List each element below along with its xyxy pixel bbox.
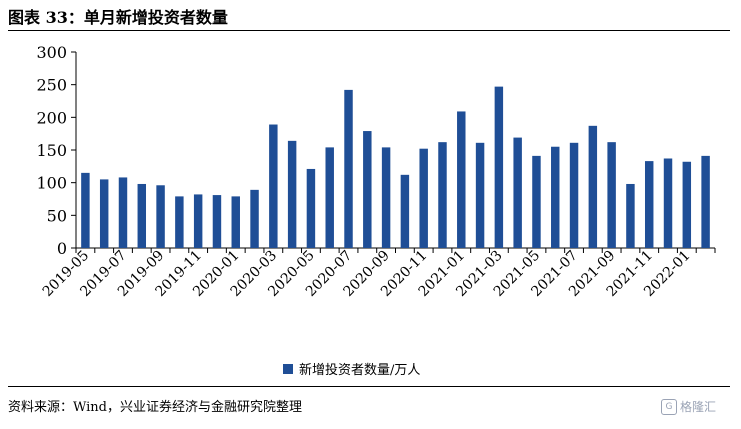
source-rule (8, 386, 730, 387)
bar-2021-06 (551, 146, 560, 248)
bar-2020-04 (287, 140, 297, 248)
bar-2022-02 (701, 155, 710, 248)
watermark: G 格隆汇 (661, 398, 716, 415)
y-tick-label: 100 (36, 174, 67, 193)
legend-swatch (283, 363, 293, 374)
bar-2020-06 (325, 147, 334, 248)
bar-2019-08 (137, 183, 147, 248)
bar-2019-10 (175, 196, 184, 248)
bar-2020-12 (438, 142, 447, 248)
bar-2021-09 (607, 142, 616, 248)
bar-2020-01 (231, 196, 240, 248)
bar-2020-07 (344, 89, 353, 248)
bar-2020-10 (400, 174, 410, 248)
bar-2021-12 (663, 158, 673, 248)
y-tick-label: 0 (57, 239, 67, 258)
watermark-text: 格隆汇 (680, 400, 717, 414)
bar-2020-08 (363, 131, 372, 248)
bar-2020-02 (250, 189, 259, 248)
bar-2019-06 (99, 179, 109, 248)
bar-2021-10 (626, 183, 635, 248)
y-tick-label: 150 (36, 141, 67, 160)
title-rule (8, 30, 730, 31)
y-tick-label: 50 (47, 206, 67, 225)
bar-2021-02 (475, 142, 485, 248)
bar-series (81, 86, 710, 248)
source-note: 资料来源：Wind，兴业证券经济与金融研究院整理 (8, 400, 302, 415)
bar-2020-03 (269, 124, 278, 248)
legend: 新增投资者数量/万人 (283, 359, 420, 378)
bar-2020-09 (381, 147, 391, 248)
y-tick-label: 200 (36, 108, 67, 127)
chart-title: 图表 33：单月新增投资者数量 (8, 8, 228, 27)
bar-2019-05 (81, 172, 90, 248)
x-axis: 2019-052019-072019-092019-112020-012020-… (40, 247, 716, 300)
bar-2021-08 (588, 125, 598, 248)
bar-2021-04 (513, 137, 522, 248)
bar-2019-12 (212, 195, 222, 248)
bar-2019-11 (193, 194, 203, 248)
bar-2021-03 (494, 86, 504, 248)
y-axis: 0 50 100 150 200 250 300 (36, 43, 77, 258)
legend-label: 新增投资者数量/万人 (299, 363, 421, 378)
bar-2021-05 (532, 155, 541, 248)
bar-2021-01 (457, 111, 466, 248)
bar-2020-05 (306, 168, 316, 248)
bar-2020-11 (419, 148, 428, 248)
y-tick-label: 300 (36, 43, 67, 62)
bar-2019-07 (118, 177, 128, 248)
y-tick-label: 250 (36, 76, 67, 95)
watermark-logo-icon: G (661, 398, 677, 415)
bar-chart: 0 50 100 150 200 250 300 2019-052019-072019-09… (36, 43, 716, 300)
bar-2021-07 (569, 142, 579, 248)
bar-2019-09 (156, 185, 165, 248)
bar-2022-01 (682, 161, 692, 248)
bar-2021-11 (644, 161, 654, 248)
